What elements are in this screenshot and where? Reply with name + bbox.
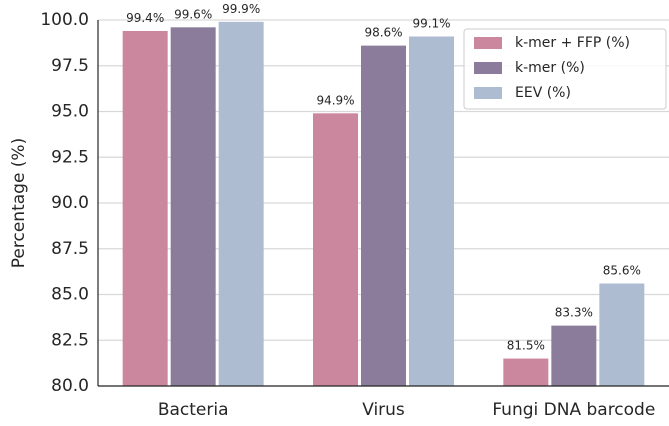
legend-swatch <box>474 62 502 74</box>
bar-3-1 <box>218 21 264 387</box>
y-tick-label: 90.0 <box>51 193 89 213</box>
bar-3-3 <box>599 283 645 386</box>
bars <box>122 21 645 387</box>
bar-2-1 <box>170 27 216 386</box>
data-label: 99.4% <box>126 11 164 25</box>
y-axis-label: Percentage (%) <box>9 138 29 268</box>
data-labels: 99.4% 99.6% 99.9% 94.9% 98.6% 99.1% 81.5% 83.3%… <box>126 2 641 353</box>
data-label: 83.3% <box>555 306 593 320</box>
legend-box <box>463 28 667 110</box>
y-tick-label: 95.0 <box>51 102 89 122</box>
x-axis-ticks: Bacteria Virus Fungi DNA barcode <box>158 400 656 420</box>
x-tick-label: Virus <box>362 400 405 420</box>
legend-label: EEV (%) <box>515 85 571 101</box>
legend-swatch <box>474 87 502 99</box>
data-label: 98.6% <box>364 26 402 40</box>
y-tick-label: 87.5 <box>51 239 89 259</box>
legend-swatch <box>474 37 502 49</box>
data-label: 99.9% <box>222 2 260 16</box>
y-tick-label: 100.0 <box>40 10 89 30</box>
bar-1-2 <box>313 113 358 386</box>
bar-2-2 <box>361 45 406 387</box>
data-label: 94.9% <box>316 93 354 107</box>
y-tick-label: 82.5 <box>51 330 89 350</box>
data-label: 99.1% <box>412 16 450 30</box>
bar-1-3 <box>503 358 549 386</box>
y-tick-label: 92.5 <box>51 147 89 167</box>
y-tick-label: 80.0 <box>51 376 89 396</box>
legend-label: k-mer (%) <box>515 60 585 76</box>
x-tick-label: Fungi DNA barcode <box>492 400 655 420</box>
bar-1-1 <box>122 30 168 386</box>
data-label: 99.6% <box>174 7 212 21</box>
data-label: 81.5% <box>507 339 545 353</box>
legend-label: k-mer + FFP (%) <box>515 35 630 51</box>
x-tick-label: Bacteria <box>158 400 229 420</box>
y-axis-ticks: 80.0 82.5 85.0 87.5 90.0 92.5 95.0 97.5 100.0 <box>40 10 89 396</box>
bar-3-2 <box>409 36 454 386</box>
data-label: 85.6% <box>603 264 641 278</box>
y-tick-label: 97.5 <box>51 56 89 76</box>
legend: k-mer + FFP (%) k-mer (%) EEV (%) <box>463 28 667 110</box>
y-tick-label: 85.0 <box>51 285 89 305</box>
bar-2-3 <box>551 325 597 386</box>
